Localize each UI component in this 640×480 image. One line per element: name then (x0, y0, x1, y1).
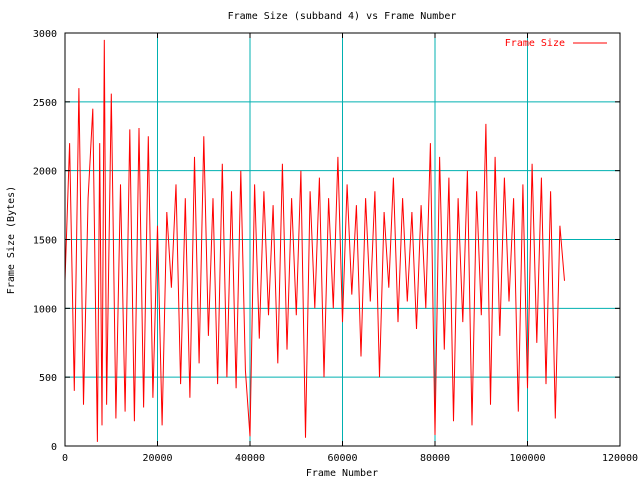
y-axis-label: Frame Size (Bytes) (6, 186, 17, 294)
series-layer (64, 39, 565, 442)
x-tick-label: 0 (62, 453, 68, 464)
y-tick-label: 0 (51, 442, 57, 453)
x-tick-label: 100000 (509, 453, 545, 464)
series-line-frame-size (64, 39, 565, 442)
legend: Frame Size (505, 38, 607, 49)
y-tick-label: 3000 (33, 29, 57, 40)
x-axis-label: Frame Number (306, 468, 378, 479)
legend-label: Frame Size (505, 38, 565, 49)
y-tick-label: 500 (39, 373, 57, 384)
grid (65, 33, 620, 446)
y-tick-label: 2000 (33, 167, 57, 178)
x-tick-label: 120000 (602, 453, 638, 464)
x-tick-label: 80000 (420, 453, 450, 464)
y-tick-label: 2500 (33, 98, 57, 109)
x-tick-label: 40000 (235, 453, 265, 464)
ticks: 0 20000 40000 60000 80000 100000 120000 0 500 100… (33, 29, 638, 464)
x-tick-label: 60000 (327, 453, 357, 464)
y-tick-label: 1500 (33, 236, 57, 247)
y-tick-label: 1000 (33, 304, 57, 315)
chart-title: Frame Size (subband 4) vs Frame Number (228, 11, 457, 22)
x-tick-label: 20000 (142, 453, 172, 464)
